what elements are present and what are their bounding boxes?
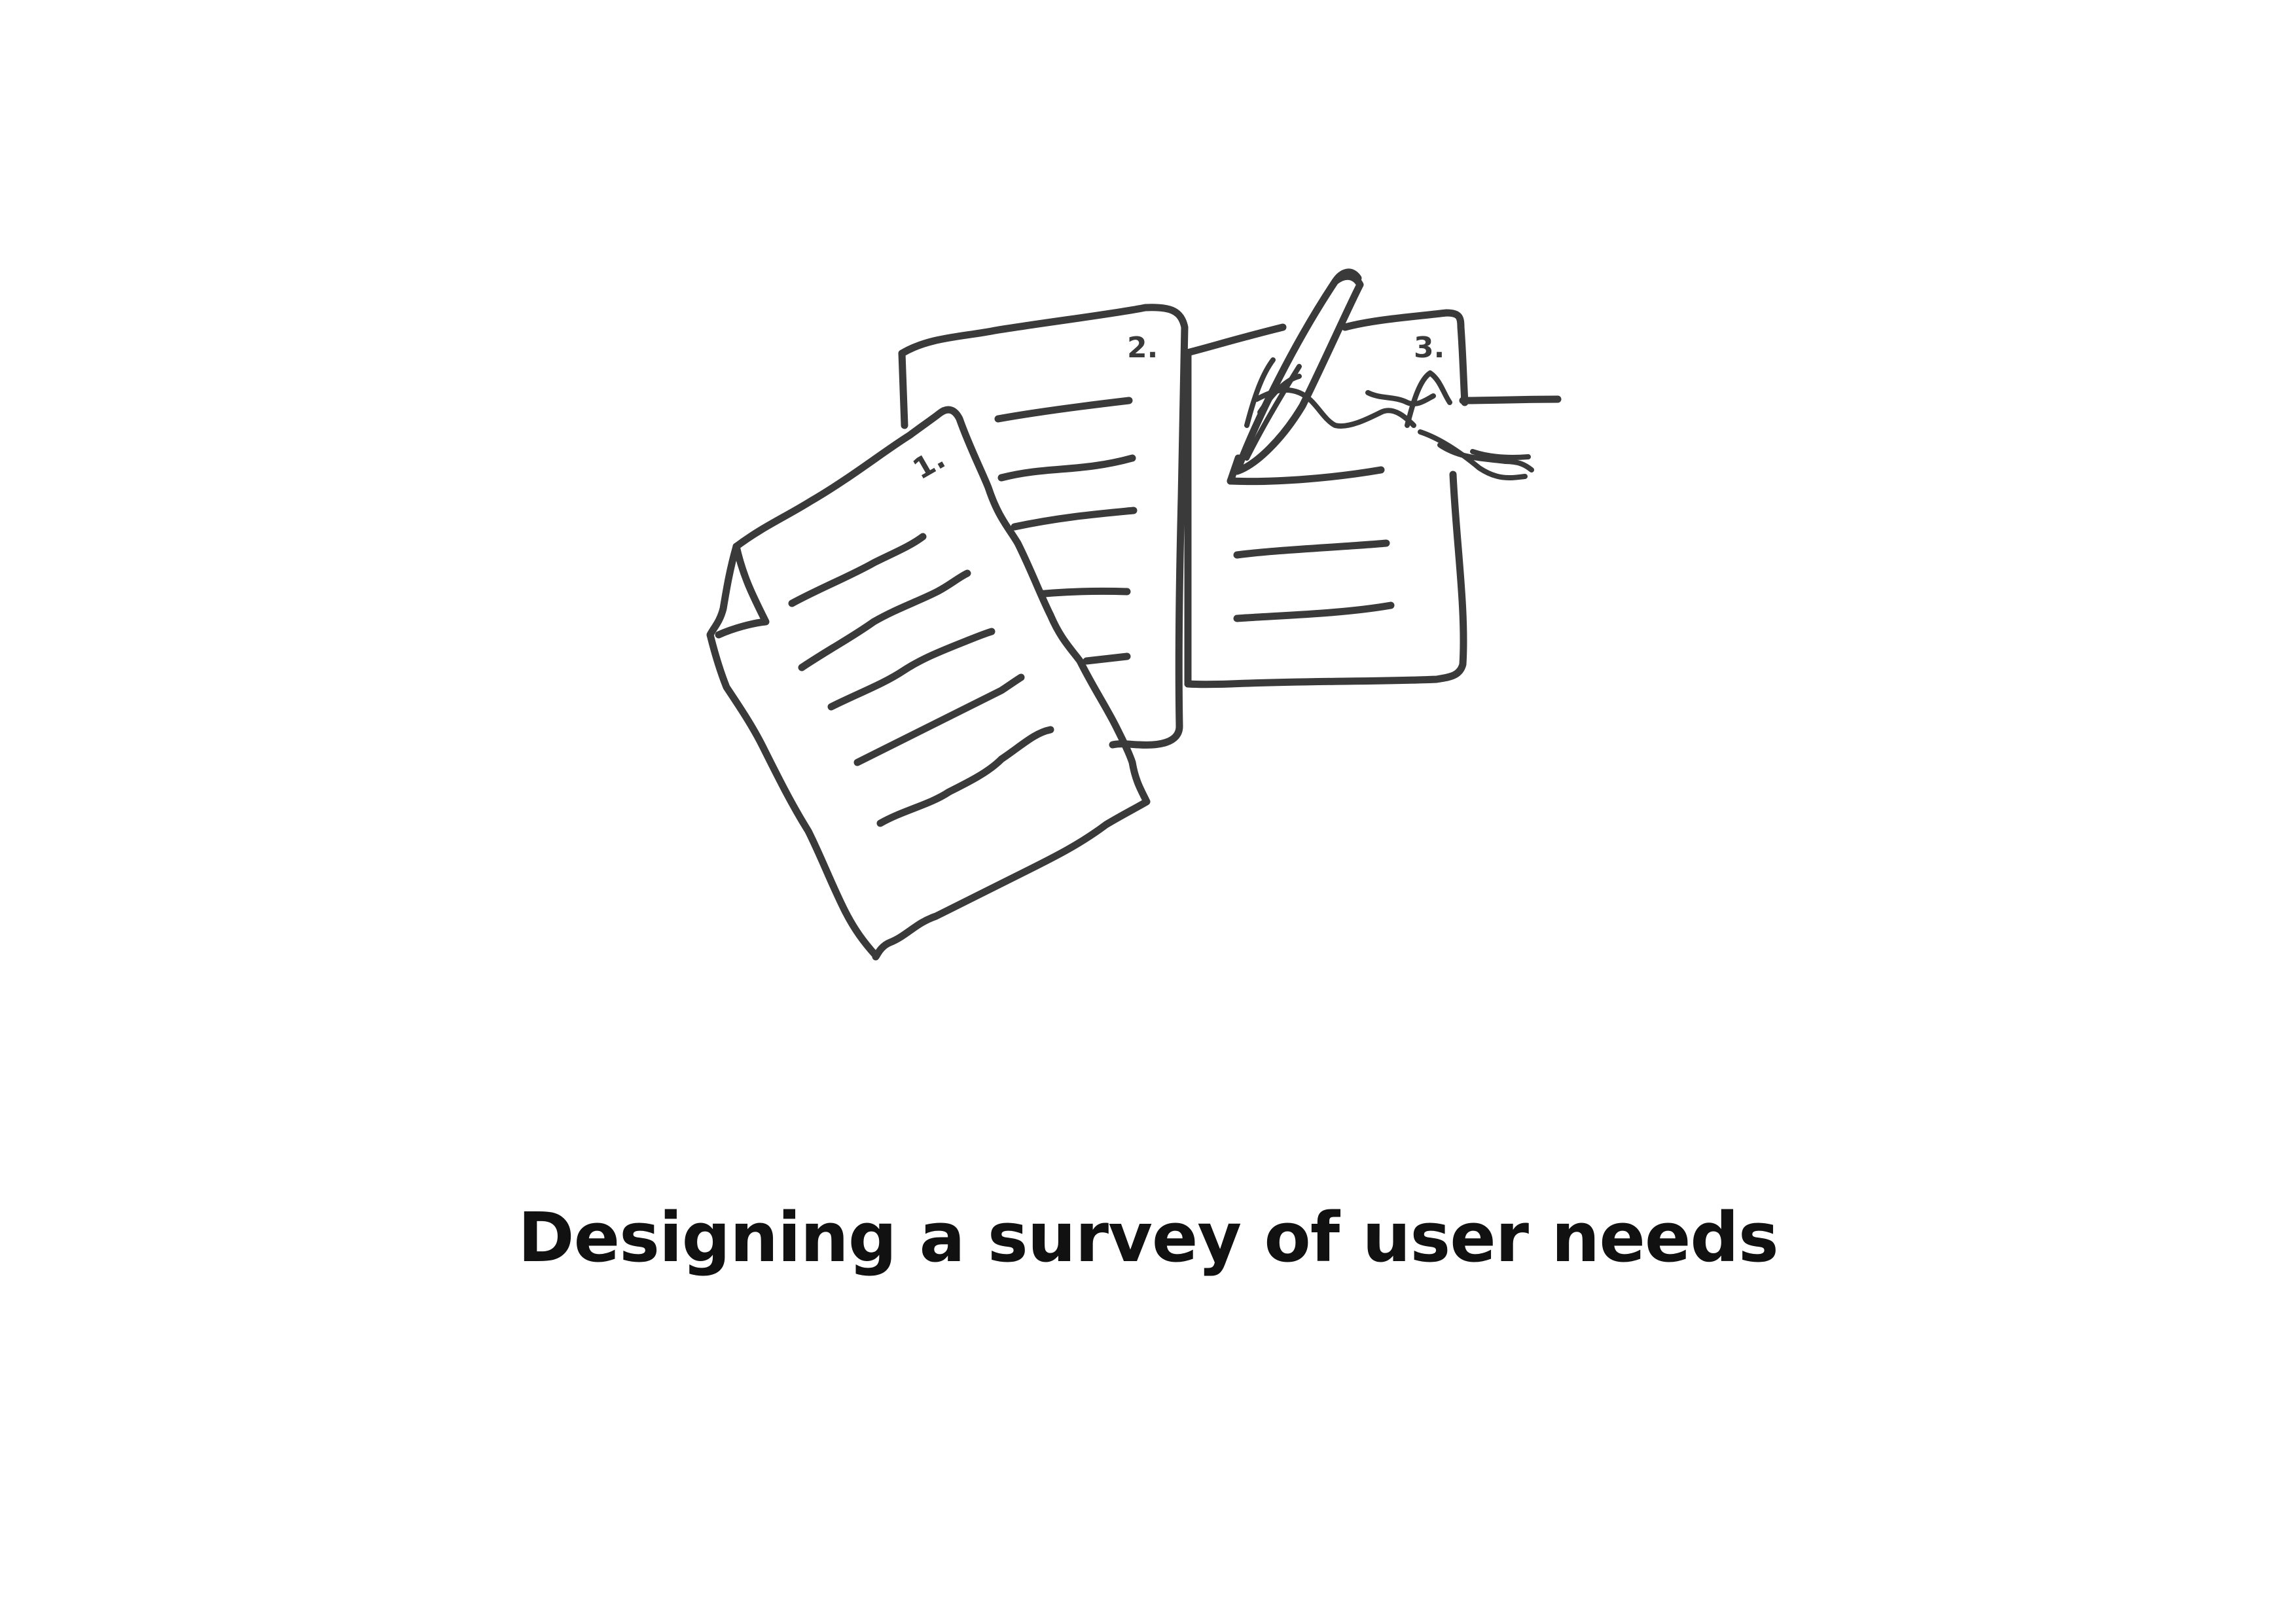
page-number-label: 3. (1414, 331, 1444, 365)
survey-page-3: 3. (1181, 268, 1562, 688)
caption-title: Designing a survey of user needs (518, 1198, 1779, 1277)
survey-page-1: 1. (706, 406, 1151, 961)
page-number-label: 2. (1127, 331, 1158, 365)
